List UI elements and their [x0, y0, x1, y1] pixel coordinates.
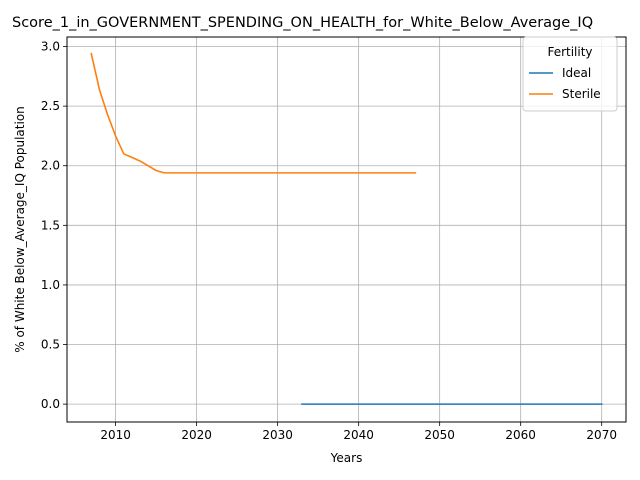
legend-box — [522, 36, 618, 112]
y-tick-label: 1.5 — [41, 218, 60, 232]
y-axis-label: % of White Below_Average_IQ Population — [13, 106, 27, 353]
axis-ticks: 2010 2020 2030 2040 2050 2060 2070 0.0 0.5 1.0 1.5… — [41, 40, 617, 442]
series-line-sterile — [90, 52, 417, 174]
x-tick-label: 2010 — [100, 428, 131, 442]
grid-lines — [67, 37, 626, 422]
legend-label-ideal: Ideal — [562, 66, 591, 80]
x-axis-label: Years — [330, 451, 363, 465]
x-tick-label: 2020 — [181, 428, 212, 442]
y-tick-label: 2.5 — [41, 99, 60, 113]
x-tick-label: 2030 — [262, 428, 293, 442]
series-lines — [90, 52, 603, 405]
x-tick-label: 2040 — [343, 428, 374, 442]
y-tick-label: 3.0 — [41, 40, 60, 54]
y-tick-label: 0.0 — [41, 397, 60, 411]
x-tick-label: 2070 — [586, 428, 617, 442]
chart-title: Score_1_in_GOVERNMENT_SPENDING_ON_HEALTH… — [12, 15, 593, 31]
y-tick-label: 1.0 — [41, 278, 60, 292]
x-tick-label: 2060 — [505, 428, 536, 442]
legend: Fertility Ideal Sterile — [522, 36, 618, 112]
y-tick-label: 0.5 — [41, 338, 60, 352]
plot-frame — [66, 36, 627, 423]
legend-title: Fertility — [547, 45, 592, 59]
x-tick-label: 2050 — [424, 428, 455, 442]
y-tick-label: 2.0 — [41, 159, 60, 173]
legend-label-sterile: Sterile — [562, 87, 601, 101]
